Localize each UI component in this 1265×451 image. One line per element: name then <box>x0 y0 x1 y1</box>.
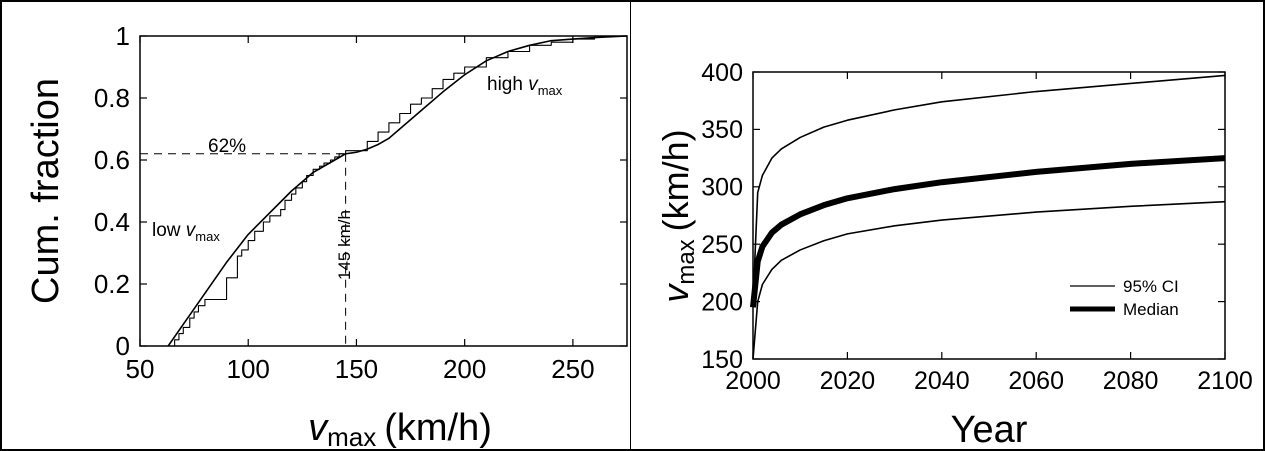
x-tick-label: 150 <box>335 354 378 384</box>
high-vmax-annotation: high vmax <box>487 74 563 98</box>
series-line-thin-0 <box>752 200 1226 360</box>
y-tick-label: 0.8 <box>94 83 130 113</box>
x-tick-label: 2080 <box>1103 367 1159 395</box>
panel-divider <box>630 0 631 451</box>
series-line-step-1 <box>168 36 596 347</box>
x-tick-label: 2020 <box>820 367 876 395</box>
right-y-label-v: v <box>655 283 696 303</box>
y-tick-label: 0.2 <box>94 269 130 299</box>
x-tick-label: 2100 <box>1197 367 1253 395</box>
y-tick-label: 0.6 <box>94 145 130 175</box>
x-tick-label: 100 <box>227 354 270 384</box>
legend: 95% CI Median <box>1070 277 1179 319</box>
left-x-label-v: v <box>308 407 329 449</box>
left-series <box>167 35 628 347</box>
right-y-axis-label: vmax (km/h) <box>655 129 700 302</box>
right-plot-frame <box>752 71 1226 360</box>
y-tick-label: 400 <box>701 59 743 87</box>
low-max: max <box>195 229 220 244</box>
left-panel: 50 100 150 200 250 0 0.2 0.4 0.6 0.8 1 62% 145 km… <box>25 21 628 451</box>
series-line-thin-1 <box>752 74 1226 302</box>
y-tick-label: 200 <box>701 288 743 316</box>
right-y-label-max: max <box>673 239 700 284</box>
left-x-label-max: max <box>327 422 376 451</box>
low-v: v <box>186 220 197 241</box>
y-tick-label: 0 <box>116 331 130 361</box>
x-tick-label: 50 <box>126 354 155 384</box>
right-panel: 2000 2020 2040 2060 2080 2100 150 200 250 300 350… <box>655 59 1253 451</box>
y-tick-label: 1 <box>116 21 130 51</box>
x-tick-label: 200 <box>443 354 486 384</box>
x-tick-label: 250 <box>551 354 594 384</box>
speed-annotation: 145 km/h <box>335 210 354 280</box>
series-line-thick-2 <box>750 155 1226 308</box>
right-y-label-unit: (km/h) <box>655 129 696 231</box>
low-vmax-annotation: low vmax <box>152 220 220 244</box>
high-max: max <box>538 83 563 98</box>
left-x-axis-label: vmax (km/h) <box>308 407 492 451</box>
legend-label-median: Median <box>1123 300 1179 319</box>
x-tick-label: 2040 <box>914 367 970 395</box>
left-y-axis-label: Cum. fraction <box>25 78 67 304</box>
left-x-label-unit: (km/h) <box>384 407 492 449</box>
y-tick-label: 300 <box>701 174 743 202</box>
left-x-tick-labels: 50 100 150 200 250 <box>126 354 595 384</box>
left-plot-frame <box>139 35 628 347</box>
y-tick-label: 150 <box>701 346 743 374</box>
legend-label-ci: 95% CI <box>1123 277 1179 296</box>
low-prefix: low <box>152 220 186 241</box>
high-prefix: high <box>487 74 528 95</box>
y-tick-label: 0.4 <box>94 207 130 237</box>
high-v: v <box>528 74 539 95</box>
right-ticks <box>752 71 1226 360</box>
left-y-tick-labels: 0 0.2 0.4 0.6 0.8 1 <box>94 21 130 361</box>
percent-annotation: 62% <box>208 136 246 157</box>
x-tick-label: 2000 <box>725 367 781 395</box>
right-x-axis-label: Year <box>951 409 1028 451</box>
y-tick-label: 250 <box>701 231 743 259</box>
x-tick-label: 2060 <box>1008 367 1064 395</box>
right-y-tick-labels: 150 200 250 300 350 400 <box>701 59 743 374</box>
y-tick-label: 350 <box>701 116 743 144</box>
right-series <box>750 74 1226 360</box>
right-x-tick-labels: 2000 2020 2040 2060 2080 2100 <box>725 367 1253 395</box>
